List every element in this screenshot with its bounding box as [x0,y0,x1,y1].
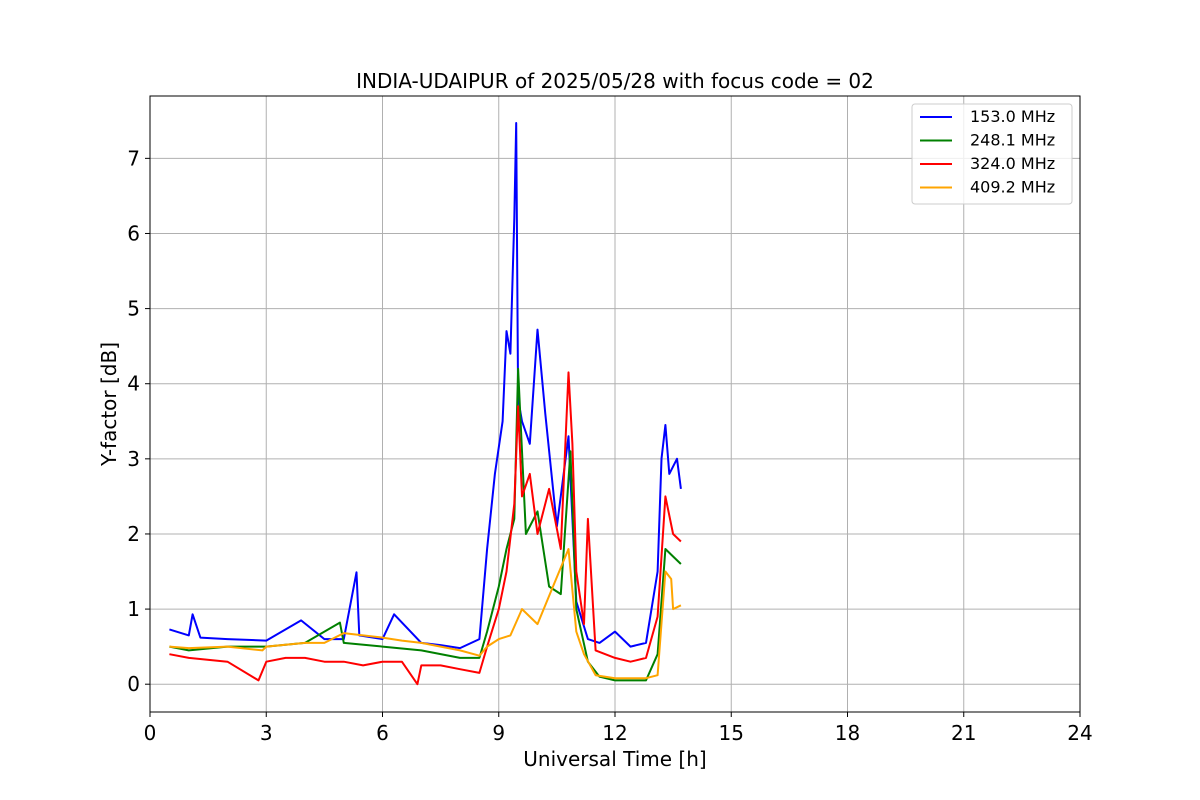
x-tick-label: 12 [602,721,627,745]
x-tick-label: 21 [951,721,976,745]
x-tick-label: 6 [376,721,389,745]
series-line-4 [169,548,682,680]
x-axis-label: Universal Time [h] [523,747,706,771]
series-line-3 [169,371,682,686]
y-axis-label: Y-factor [dB] [97,342,121,467]
y-tick-label: 7 [127,146,140,170]
legend-label-1: 153.0 MHz [970,107,1055,126]
x-tick-label: 18 [835,721,860,745]
legend-frame [911,103,1073,205]
series-lines [169,122,682,686]
chart-title: INDIA-UDAIPUR of 2025/05/28 with focus c… [356,69,874,93]
x-tick-label: 9 [492,721,505,745]
y-tick-label: 5 [127,297,140,321]
y-tick-label: 0 [127,672,140,696]
y-tick-label: 2 [127,522,140,546]
legend-label-4: 409.2 MHz [970,178,1055,197]
x-tick-label: 15 [719,721,744,745]
x-tick-label: 24 [1067,721,1092,745]
y-tick-label: 3 [127,447,140,471]
y-tick-label: 1 [127,597,140,621]
legend: 153.0 MHz 248.1 MHz 324.0 MHz 409.2 MHz [911,103,1073,205]
legend-label-3: 324.0 MHz [970,154,1055,173]
y-tick-label: 4 [127,372,140,396]
y-tick-label: 6 [127,221,140,245]
x-axis-ticks: 0 3 6 9 12 15 18 21 24 [144,712,1093,745]
series-line-2 [169,367,682,682]
x-tick-label: 3 [260,721,273,745]
y-axis-ticks: 0 1 2 3 4 5 6 7 [127,146,150,696]
x-tick-label: 0 [144,721,157,745]
series-line-1 [169,122,682,650]
legend-label-2: 248.1 MHz [970,131,1055,150]
